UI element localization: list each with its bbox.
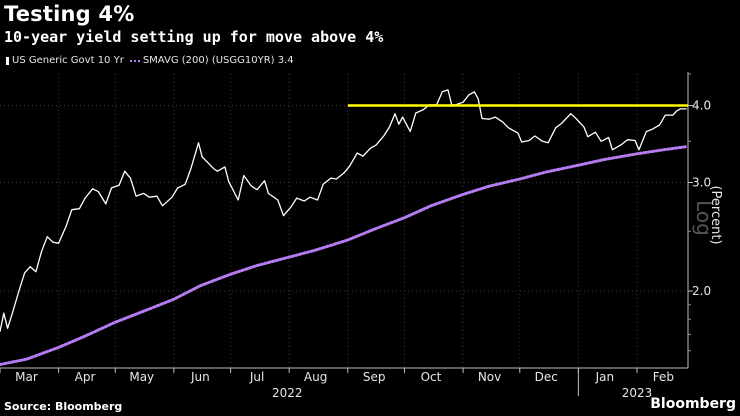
y-tick-label: 4.0 (692, 99, 711, 113)
x-tick-label: Jan (595, 370, 615, 384)
legend-label-yield: US Generic Govt 10 Yr (12, 55, 124, 66)
bloomberg-logo: Bloomberg (650, 396, 736, 412)
legend-item-yield: US Generic Govt 10 Yr (6, 55, 124, 66)
legend-label-smavg: SMAVG (200) (USGG10YR) 3.4 (142, 55, 294, 66)
x-tick-label: May (129, 370, 154, 384)
legend-swatch-smavg (129, 59, 140, 62)
year-label: 2023 (622, 386, 653, 400)
x-tick-label: Jun (190, 370, 210, 384)
y-axis: 2.0 3.0 4.0 (688, 73, 711, 352)
axis-frame (0, 72, 689, 369)
x-tick-label: Mar (15, 370, 38, 384)
y-axis-labels: (Percent)Log (692, 185, 723, 244)
chart-title: Testing 4% (4, 2, 135, 26)
gridlines (0, 74, 688, 368)
x-tick-label: Jul (249, 370, 264, 384)
y-axis-label: (Percent) (708, 185, 723, 244)
x-tick-label: Sep (363, 370, 386, 384)
series-line-yield (0, 89, 687, 333)
x-tick-label: Oct (421, 370, 442, 384)
x-tick-label: Feb (653, 370, 674, 384)
year-label: 2022 (272, 386, 303, 400)
y-tick-label: 3.0 (692, 176, 711, 190)
series-layer (0, 89, 688, 366)
legend-swatch-yield (6, 56, 9, 65)
source-note: Source: Bloomberg (4, 400, 123, 413)
x-axis: Mar Apr May Jun Jul Aug Sep Oct Nov Dec Jan Feb 2022… (0, 368, 674, 400)
legend: US Generic Govt 10 Yr SMAVG (200) (USGG1… (6, 55, 300, 66)
y-tick-label: 2.0 (692, 284, 711, 298)
x-tick-label: Aug (304, 370, 327, 384)
legend-item-smavg: SMAVG (200) (USGG10YR) 3.4 (129, 55, 294, 66)
series-line-smavg (0, 145, 688, 366)
x-tick-label: Nov (478, 370, 501, 384)
chart-subtitle: 10-year yield setting up for move above … (4, 28, 384, 46)
log-scale-label: Log (692, 200, 716, 236)
x-tick-label: Dec (535, 370, 558, 384)
x-tick-label: Apr (75, 370, 96, 384)
